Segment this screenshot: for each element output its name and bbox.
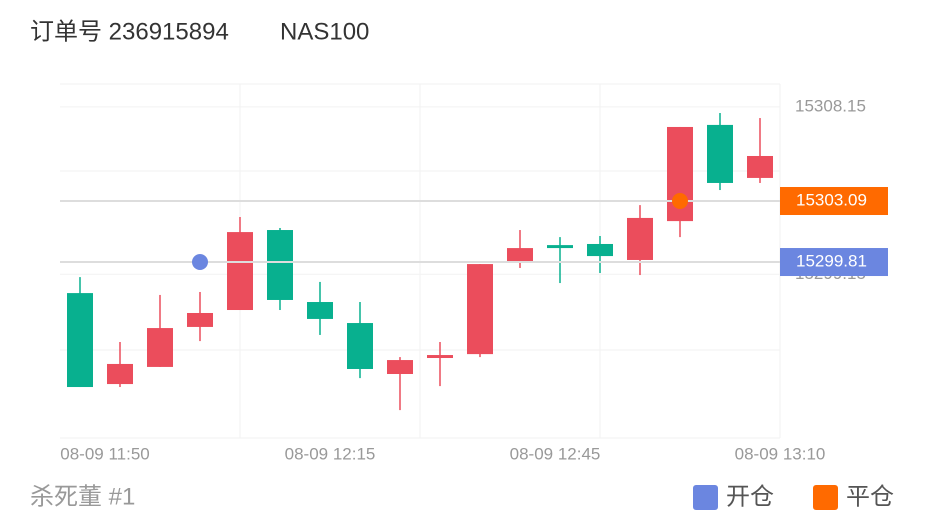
candle-body bbox=[307, 302, 333, 319]
candle-body bbox=[427, 355, 453, 359]
x-tick-label: 08-09 12:45 bbox=[510, 444, 601, 463]
candle-body bbox=[507, 248, 533, 263]
legend-swatch bbox=[813, 485, 838, 510]
price-badge-label: 15299.81 bbox=[796, 252, 867, 271]
chart-title: 订单号 236915894 bbox=[30, 18, 229, 45]
x-tick-label: 08-09 11:50 bbox=[60, 444, 149, 463]
candle-body bbox=[67, 293, 93, 388]
candle-body bbox=[547, 245, 573, 249]
footer: 杀死董 #1 bbox=[30, 483, 135, 510]
trade-marker bbox=[192, 254, 208, 271]
trade-marker bbox=[672, 193, 688, 210]
candle-body bbox=[227, 232, 253, 311]
y-tick-label: 15308.15 bbox=[795, 96, 866, 115]
candle-body bbox=[147, 328, 173, 367]
x-tick-label: 08-09 13:10 bbox=[735, 444, 826, 463]
chart-subtitle: NAS100 bbox=[280, 18, 369, 45]
price-badge-label: 15303.09 bbox=[796, 190, 867, 209]
candle-body bbox=[267, 230, 293, 300]
candle-body bbox=[187, 312, 213, 327]
legend-label: 平仓 bbox=[846, 483, 894, 510]
price-badge bbox=[780, 187, 888, 216]
candle-body bbox=[587, 243, 613, 257]
candle-body bbox=[707, 124, 733, 183]
legend-swatch bbox=[693, 485, 718, 510]
candle-body bbox=[387, 360, 413, 375]
legend-label: 开仓 bbox=[726, 483, 774, 510]
candle-body bbox=[627, 217, 653, 260]
frame-grid bbox=[60, 83, 781, 439]
x-tick-label: 08-09 12:15 bbox=[285, 444, 376, 463]
candle-body bbox=[107, 363, 133, 385]
candle-body bbox=[347, 323, 373, 369]
candle-body bbox=[747, 155, 773, 178]
price-badge bbox=[780, 248, 888, 277]
candle-body bbox=[467, 264, 493, 355]
